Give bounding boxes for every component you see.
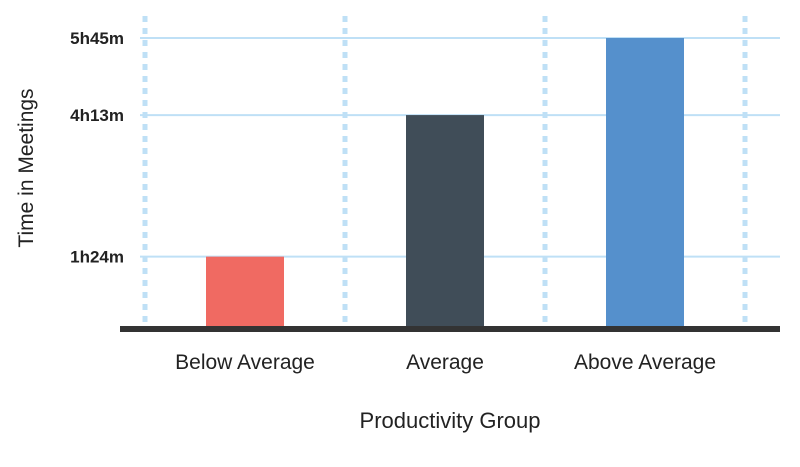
y-tick-label: 4h13m [70, 106, 124, 125]
bar [206, 256, 284, 327]
y-tick-labels: 1h24m 4h13m 5h45m [70, 29, 124, 267]
y-tick-label: 1h24m [70, 248, 124, 267]
vertical-gridlines [142, 16, 748, 327]
x-tick-labels: Below Average Average Above Average [175, 351, 716, 374]
x-tick-label: Average [406, 351, 484, 374]
bar [606, 38, 684, 327]
x-axis-baseline [120, 326, 780, 332]
y-axis-label: Time in Meetings [15, 88, 38, 247]
bar [406, 115, 484, 327]
x-tick-label: Above Average [574, 351, 716, 374]
y-tick-label: 5h45m [70, 29, 124, 48]
bars [206, 38, 684, 327]
x-axis-label: Productivity Group [360, 408, 541, 433]
x-tick-label: Below Average [175, 351, 315, 374]
